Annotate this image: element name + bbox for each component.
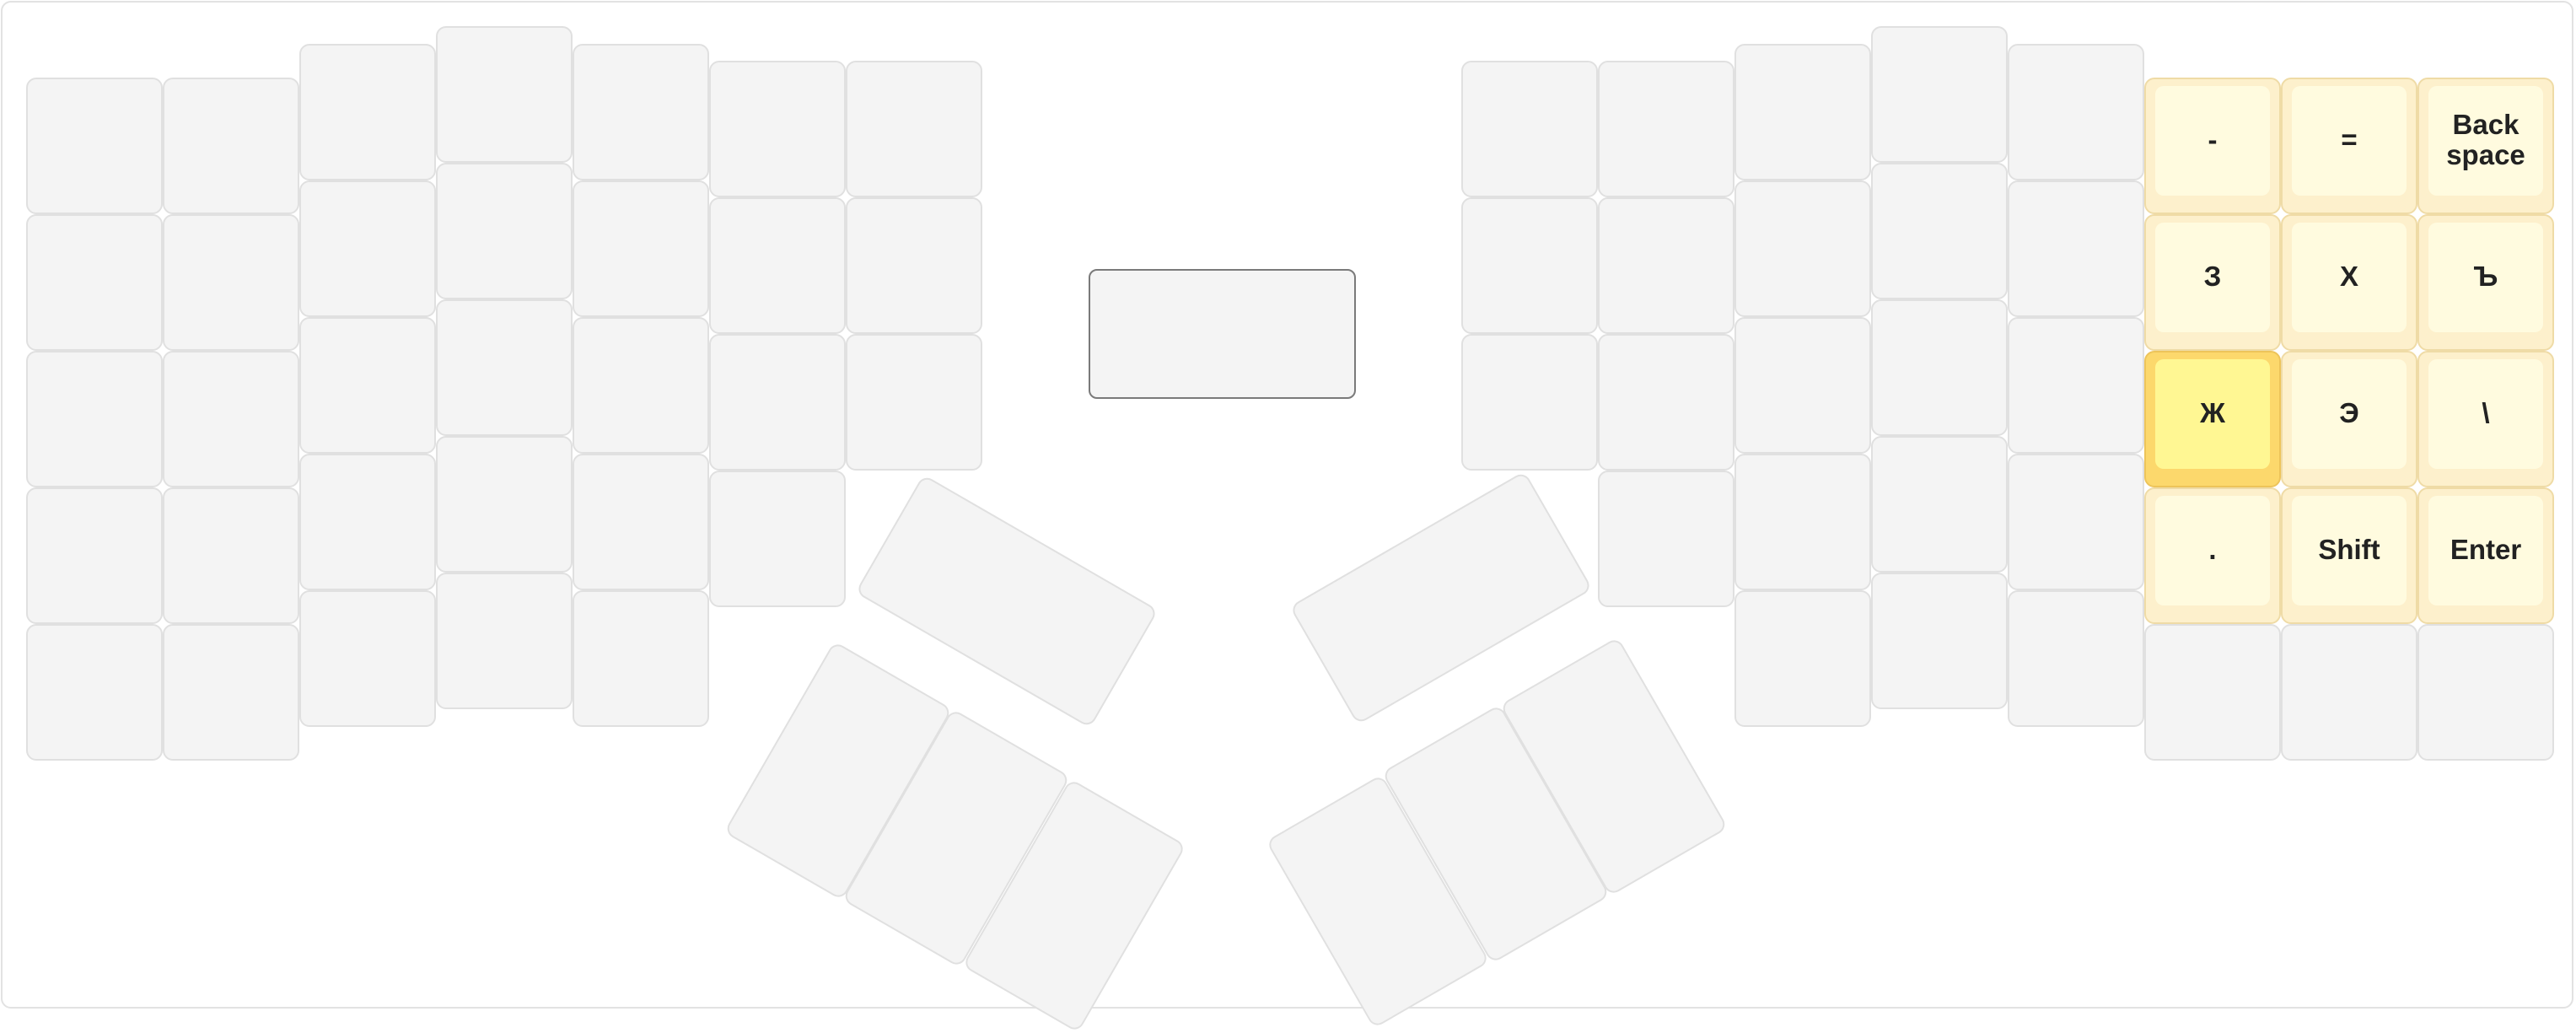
key-blank (573, 44, 709, 180)
key-blank (2008, 454, 2144, 590)
key-blank (163, 624, 299, 761)
key-hard-sign: Ъ (2417, 214, 2554, 351)
key-backspace: Back space (2417, 78, 2554, 214)
key-zhe-active: Ж (2144, 351, 2281, 487)
keycap (2428, 223, 2543, 332)
key-label: З (2203, 261, 2222, 292)
keycap (2428, 359, 2543, 469)
key-label: Enter (2450, 534, 2522, 565)
key-blank (436, 573, 573, 709)
keycap (2155, 359, 2270, 469)
key-blank (1871, 163, 2008, 299)
key-kha: Х (2281, 214, 2417, 351)
key-blank (709, 61, 846, 197)
key-blank (26, 78, 163, 214)
key-label: Shift (2318, 534, 2380, 565)
key-blank (1734, 180, 1871, 317)
key-blank (709, 334, 846, 471)
key-blank (1871, 299, 2008, 436)
key-blank (2008, 590, 2144, 727)
key-blank (573, 590, 709, 727)
key-label: Back space (2446, 109, 2525, 170)
key-blank (846, 334, 982, 471)
key-enter: Enter (2417, 487, 2554, 624)
key-label: = (2341, 124, 2358, 155)
key-blank (26, 351, 163, 487)
key-blank (163, 78, 299, 214)
key-blank (26, 214, 163, 351)
key-blank (436, 26, 573, 163)
key-blank (1461, 197, 1598, 334)
key-blank (163, 214, 299, 351)
key-label: Э (2339, 397, 2359, 428)
key-ze: З (2144, 214, 2281, 351)
key-label: Х (2339, 261, 2358, 292)
key-blank (709, 471, 846, 607)
key-blank (1734, 454, 1871, 590)
key-blank (1461, 61, 1598, 197)
keycap (2292, 86, 2407, 196)
keycap (2292, 359, 2407, 469)
key-label: Ж (2200, 397, 2225, 428)
key-blank (1734, 317, 1871, 454)
key-blank (299, 454, 436, 590)
key-blank (1871, 573, 2008, 709)
key-blank (573, 454, 709, 590)
key-blank (436, 436, 573, 573)
key-blank (436, 163, 573, 299)
key-period: . (2144, 487, 2281, 624)
key-blank (299, 44, 436, 180)
key-backslash: \ (2417, 351, 2554, 487)
keycap (2292, 496, 2407, 605)
key-label: Ъ (2473, 261, 2498, 292)
key-blank (26, 487, 163, 624)
key-blank (1598, 197, 1734, 334)
key-blank (2417, 624, 2554, 761)
key-blank (1598, 334, 1734, 471)
key-blank (2008, 317, 2144, 454)
keycap (2428, 86, 2543, 196)
key-label: - (2208, 124, 2218, 155)
key-blank (573, 180, 709, 317)
key-blank (26, 624, 163, 761)
key-blank (2008, 180, 2144, 317)
key-blank (573, 317, 709, 454)
key-blank (1734, 44, 1871, 180)
key-blank (1598, 471, 1734, 607)
key-blank (709, 197, 846, 334)
key-blank (299, 590, 436, 727)
center-display (1089, 269, 1356, 399)
key-e: Э (2281, 351, 2417, 487)
keycap (2155, 86, 2270, 196)
key-blank (299, 317, 436, 454)
key-blank (2008, 44, 2144, 180)
key-blank (1598, 61, 1734, 197)
key-blank (846, 61, 982, 197)
key-label: \ (2482, 397, 2490, 428)
key-label: . (2208, 534, 2217, 565)
key-blank (299, 180, 436, 317)
keycap (2155, 496, 2270, 605)
keycap (2292, 223, 2407, 332)
key-blank (846, 197, 982, 334)
key-equals: = (2281, 78, 2417, 214)
key-blank (1461, 334, 1598, 471)
keycap (2428, 496, 2543, 605)
key-blank (436, 299, 573, 436)
key-blank (2281, 624, 2417, 761)
key-blank (163, 487, 299, 624)
keycap (2155, 223, 2270, 332)
key-minus: - (2144, 78, 2281, 214)
key-blank (1871, 436, 2008, 573)
key-blank (163, 351, 299, 487)
key-blank (1734, 590, 1871, 727)
key-blank (2144, 624, 2281, 761)
key-blank (1871, 26, 2008, 163)
key-shift: Shift (2281, 487, 2417, 624)
